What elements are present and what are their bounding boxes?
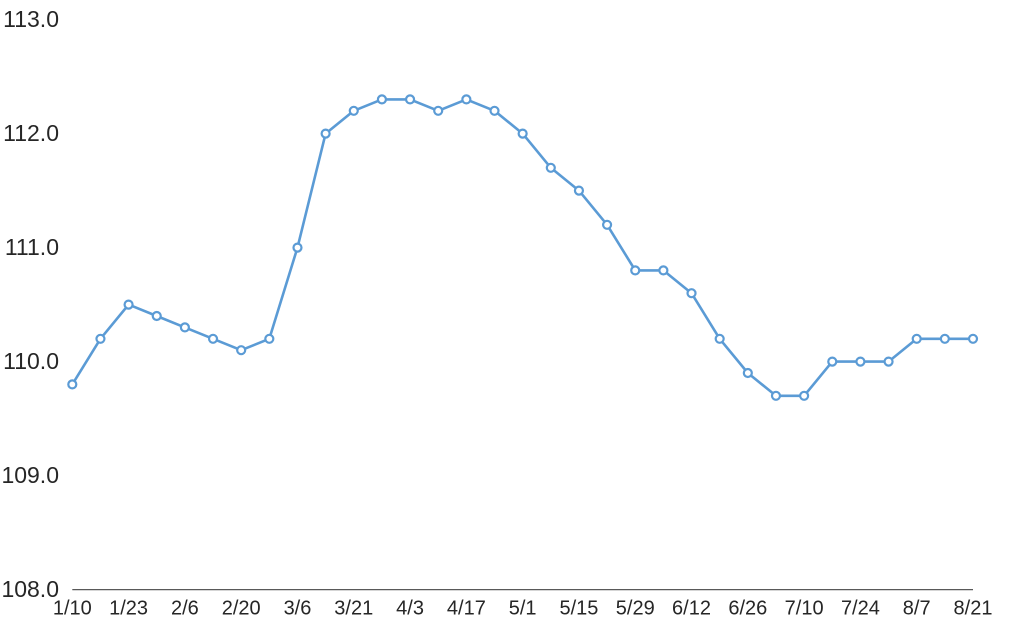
svg-text:5/1: 5/1 [509,598,537,619]
svg-text:8/21: 8/21 [954,598,993,619]
svg-text:6/12: 6/12 [672,598,711,619]
svg-text:3/6: 3/6 [284,598,312,619]
svg-text:3/21: 3/21 [334,598,373,619]
svg-text:7/10: 7/10 [785,598,824,619]
svg-text:4/17: 4/17 [447,598,486,619]
svg-text:1/23: 1/23 [109,598,148,619]
svg-text:8/7: 8/7 [903,598,931,619]
svg-text:5/29: 5/29 [616,598,655,619]
svg-text:109.0: 109.0 [1,462,59,488]
svg-text:2/20: 2/20 [222,598,261,619]
svg-text:112.0: 112.0 [3,120,59,146]
svg-text:5/15: 5/15 [559,598,598,619]
svg-text:1/10: 1/10 [53,598,92,619]
svg-text:2/6: 2/6 [171,598,199,619]
svg-text:7/24: 7/24 [841,598,880,619]
svg-text:108.0: 108.0 [1,576,59,602]
svg-text:6/26: 6/26 [728,598,767,619]
svg-text:110.0: 110.0 [3,348,59,374]
svg-text:111.0: 111.0 [5,234,59,260]
svg-text:113.0: 113.0 [3,6,59,32]
svg-text:4/3: 4/3 [396,598,424,619]
